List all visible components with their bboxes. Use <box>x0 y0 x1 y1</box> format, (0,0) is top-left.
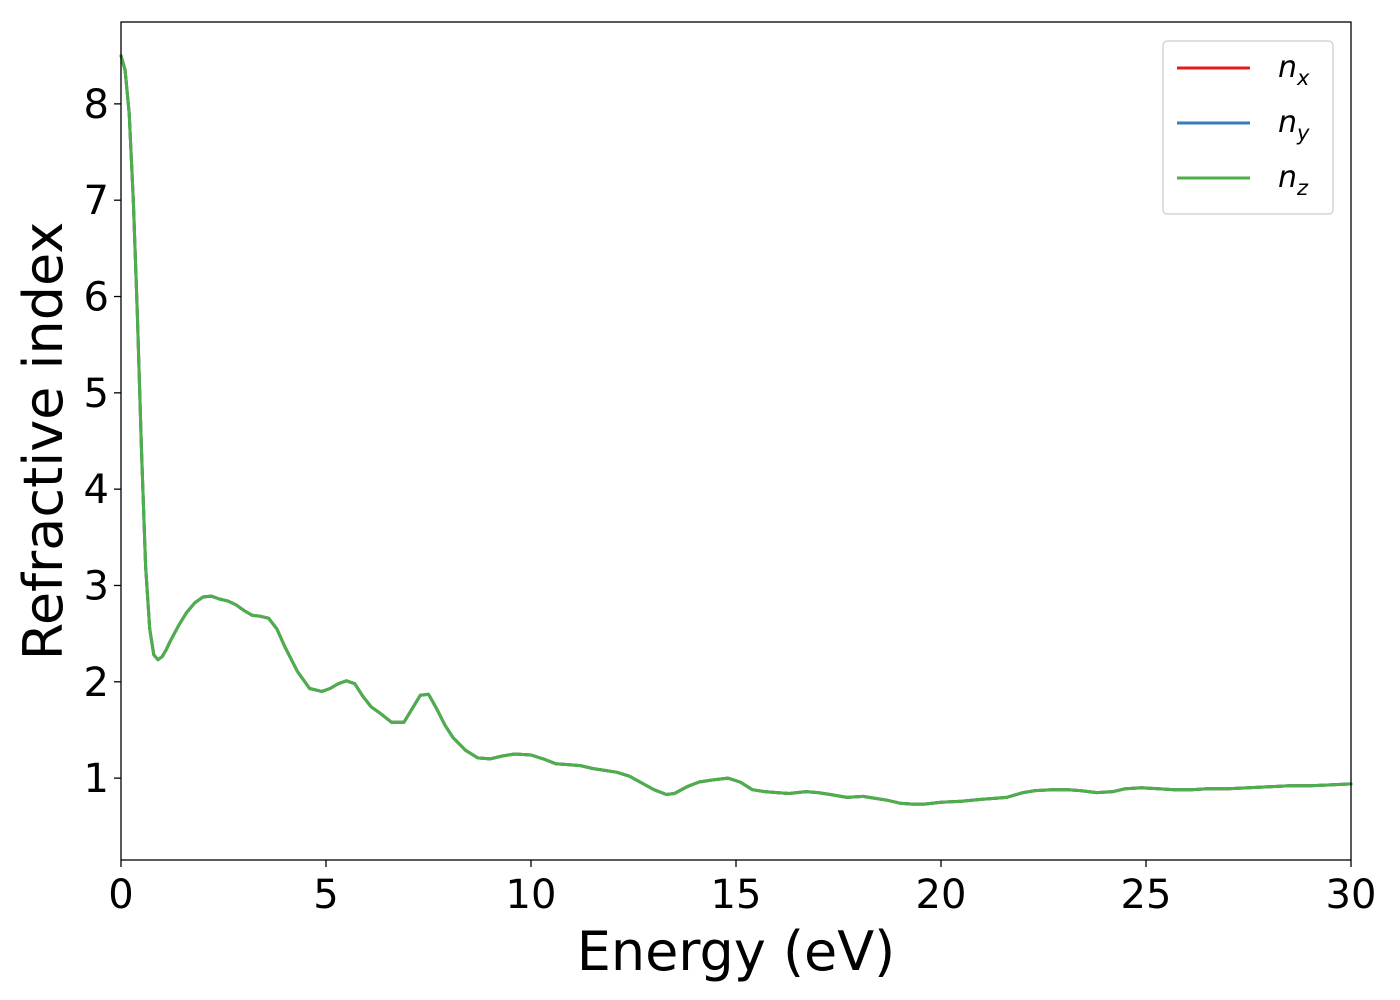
y-tick-label: 2 <box>84 660 109 706</box>
legend-label-subscript: z <box>1296 176 1309 200</box>
y-tick-label: 4 <box>84 467 109 513</box>
legend-label-subscript: y <box>1296 121 1310 145</box>
y-tick-label: 8 <box>84 82 109 128</box>
x-tick-label: 25 <box>1121 872 1172 918</box>
y-axis-label: Refractive index <box>12 222 75 661</box>
legend-label-base: n <box>1278 105 1297 140</box>
series-line-n-z <box>119 54 1353 806</box>
x-tick-label: 15 <box>711 872 762 918</box>
y-tick-label: 1 <box>84 756 109 802</box>
x-axis-label: Energy (eV) <box>577 920 896 983</box>
x-tick-label: 5 <box>313 872 338 918</box>
legend-label-subscript: x <box>1296 66 1310 90</box>
x-tick-label: 10 <box>506 872 557 918</box>
legend-box <box>1162 40 1334 215</box>
y-tick-label: 3 <box>84 563 109 609</box>
y-tick-label: 6 <box>84 275 109 321</box>
series-layer <box>119 54 1353 806</box>
legend-label-base: n <box>1278 160 1297 195</box>
y-axis: 1 2 3 4 5 6 7 8 <box>84 82 121 802</box>
legend-label-n-x: nx <box>1278 50 1310 90</box>
x-tick-label: 0 <box>108 872 133 918</box>
x-tick-label: 30 <box>1326 872 1377 918</box>
x-tick-label: 20 <box>916 872 967 918</box>
legend-label-base: n <box>1278 50 1297 85</box>
y-tick-label: 5 <box>84 371 109 417</box>
x-axis: 0 5 10 15 20 25 30 <box>108 860 1376 918</box>
y-tick-label: 7 <box>84 178 109 224</box>
legend-label-n-y: ny <box>1278 105 1310 145</box>
legend-label-n-z: nz <box>1278 160 1309 200</box>
